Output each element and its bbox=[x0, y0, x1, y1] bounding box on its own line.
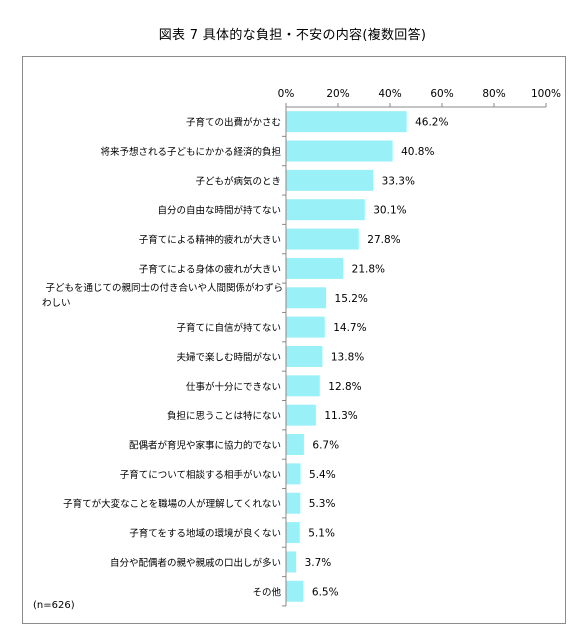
value-label: 40.8% bbox=[401, 146, 434, 158]
bar bbox=[286, 522, 300, 544]
category-label: 負担に思うことは特にない bbox=[167, 410, 281, 422]
x-tick-label: 100% bbox=[531, 88, 561, 100]
bar bbox=[286, 199, 365, 221]
category-label: 仕事が十分にできない bbox=[186, 381, 281, 393]
x-tick-label: 40% bbox=[378, 88, 401, 100]
bar bbox=[286, 492, 301, 514]
category-label: 子育てによる精神的疲れが大きい bbox=[139, 234, 281, 246]
value-label: 5.3% bbox=[309, 498, 336, 510]
value-label: 13.8% bbox=[331, 351, 364, 363]
x-tick-label: 0% bbox=[278, 88, 295, 100]
category-label: 自分の自由な時間が持てない bbox=[157, 205, 281, 217]
category-label: 自分や配偶者の親や親戚の口出しが多い bbox=[110, 557, 281, 569]
category-label: 子育てについて相談する相手がいない bbox=[120, 469, 281, 481]
value-label: 12.8% bbox=[328, 381, 361, 393]
category-label: 子育てによる身体の疲れが大きい bbox=[139, 263, 281, 275]
value-label: 30.1% bbox=[373, 205, 406, 217]
bar bbox=[286, 287, 327, 309]
value-label: 14.7% bbox=[333, 322, 366, 334]
sample-size-note: (n=626) bbox=[33, 600, 75, 611]
category-label: わしい bbox=[42, 298, 71, 309]
value-label: 15.2% bbox=[335, 293, 368, 305]
bar bbox=[286, 111, 407, 133]
bar bbox=[286, 580, 304, 602]
category-label: 夫婦で楽しむ時間がない bbox=[176, 351, 281, 363]
bar bbox=[286, 169, 374, 191]
bar bbox=[286, 434, 304, 456]
bar bbox=[286, 257, 344, 279]
chart-title: 図表 7 具体的な負担・不安の内容(複数回答) bbox=[158, 28, 427, 43]
bar bbox=[286, 551, 297, 573]
category-label: 子どもを通じての親同士の付き合いや人間関係がわずら bbox=[45, 282, 283, 294]
bar bbox=[286, 375, 320, 397]
bar bbox=[286, 463, 301, 485]
x-tick-label: 60% bbox=[430, 88, 453, 100]
value-label: 33.3% bbox=[382, 175, 415, 187]
value-label: 11.3% bbox=[324, 410, 357, 422]
value-label: 21.8% bbox=[352, 263, 385, 275]
bar bbox=[286, 316, 325, 338]
chart-frame bbox=[22, 56, 566, 624]
x-tick-label: 80% bbox=[482, 88, 505, 100]
bar bbox=[286, 140, 393, 162]
category-label: 配偶者が育児や家事に協力的でない bbox=[129, 440, 281, 452]
category-label: 将来予想される子どもにかかる経済的負担 bbox=[100, 146, 281, 158]
bar bbox=[286, 228, 359, 250]
bar bbox=[286, 404, 316, 426]
category-label: 子育てをする地域の環境が良くない bbox=[129, 528, 281, 540]
category-label: 子育てが大変なことを職場の人が理解してくれない bbox=[63, 498, 281, 510]
category-label: 子育ての出費がかさむ bbox=[186, 117, 281, 129]
value-label: 46.2% bbox=[415, 117, 448, 129]
x-tick-label: 20% bbox=[326, 88, 349, 100]
value-label: 6.7% bbox=[312, 440, 339, 452]
value-label: 5.4% bbox=[309, 469, 336, 481]
bar bbox=[286, 345, 323, 367]
value-label: 5.1% bbox=[308, 528, 335, 540]
category-label: 子育てに自信が持てない bbox=[176, 322, 281, 334]
category-label: その他 bbox=[252, 586, 281, 598]
value-label: 3.7% bbox=[305, 557, 332, 569]
value-label: 27.8% bbox=[367, 234, 400, 246]
category-label: 子どもが病気のとき bbox=[195, 175, 281, 187]
value-label: 6.5% bbox=[312, 586, 339, 598]
